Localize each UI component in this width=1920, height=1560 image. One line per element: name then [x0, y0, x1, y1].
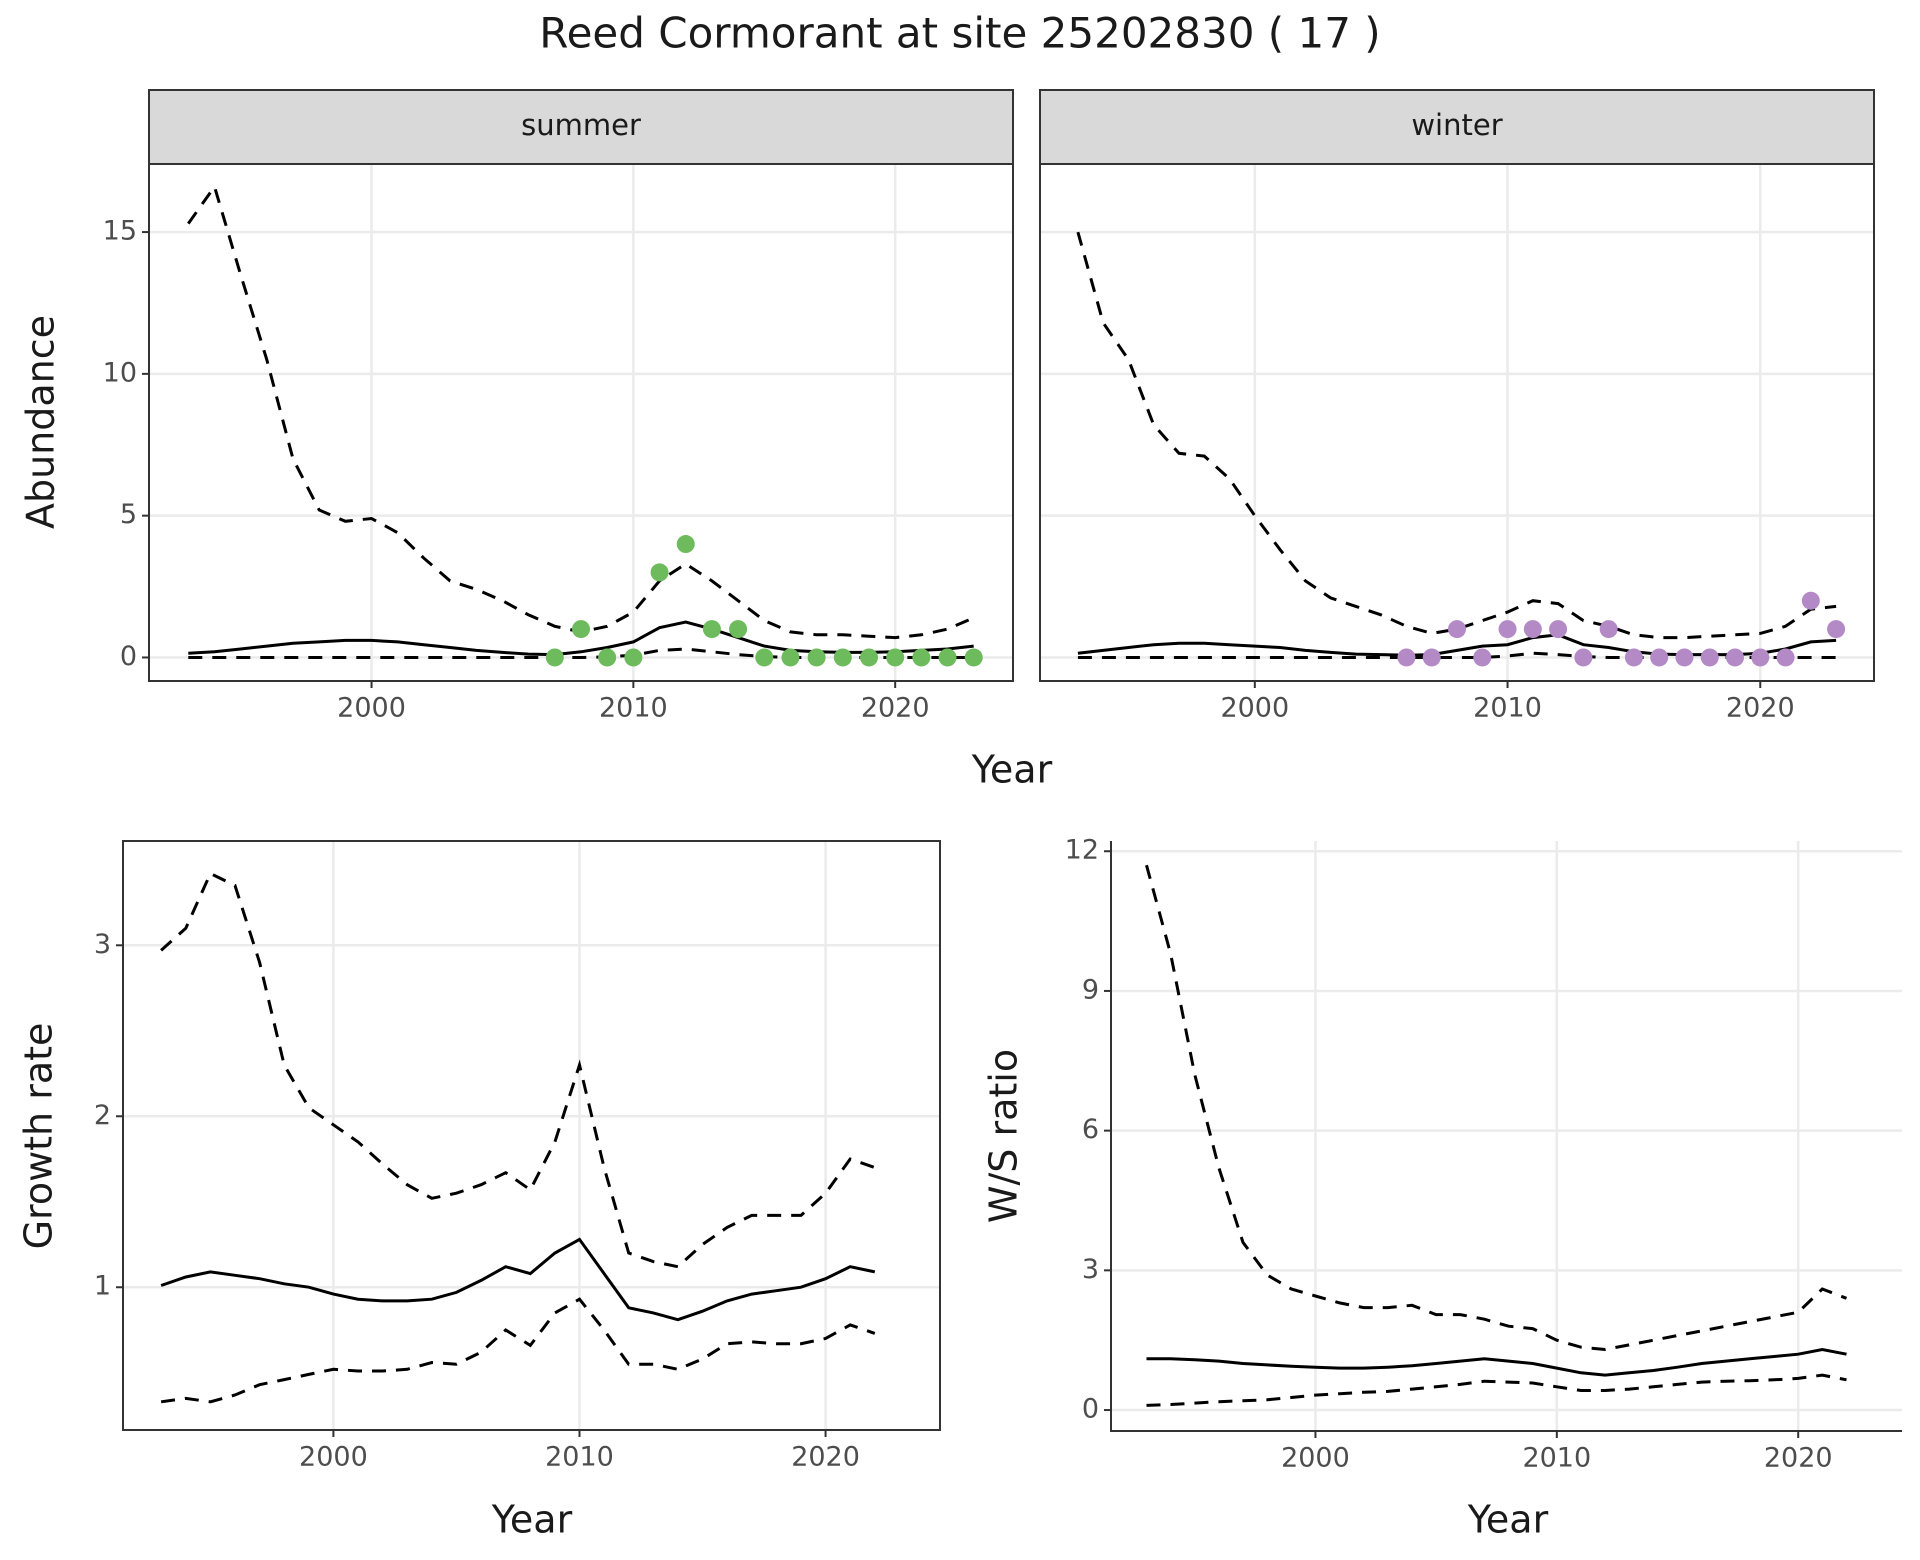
data-point: [729, 620, 748, 639]
trend-line: [160, 1237, 876, 1322]
x-tick-label: 2020: [1726, 693, 1795, 724]
data-point: [1751, 648, 1770, 667]
data-point: [1574, 648, 1593, 667]
strip-label: winter: [1411, 108, 1502, 142]
panel-background: [149, 164, 1013, 681]
y-tick-label: 1: [94, 1271, 111, 1302]
data-point: [1599, 620, 1618, 639]
panel-background: [1111, 841, 1902, 1431]
x-axis-title: Year: [1467, 1498, 1549, 1542]
data-point: [1422, 648, 1441, 667]
data-point: [598, 648, 617, 667]
y-tick-label: 5: [120, 499, 137, 530]
data-point: [860, 648, 878, 667]
data-point: [624, 648, 643, 667]
x-tick-label: 2020: [791, 1442, 860, 1473]
x-tick-label: 2020: [1764, 1443, 1833, 1474]
data-point: [1624, 648, 1643, 667]
strip-label: summer: [521, 108, 641, 142]
x-tick-label: 2000: [1220, 693, 1289, 724]
y-tick-label: 0: [1082, 1394, 1099, 1425]
y-tick-label: 3: [1082, 1254, 1099, 1285]
x-tick-label: 2010: [1522, 1443, 1591, 1474]
data-point: [1650, 648, 1669, 667]
data-point: [755, 648, 774, 667]
trend-line: [1146, 1347, 1847, 1377]
y-tick-label: 10: [103, 357, 137, 388]
data-point: [1498, 620, 1517, 639]
data-point: [572, 620, 590, 639]
data-point: [1801, 591, 1820, 610]
y-axis-title: W/S ratio: [982, 1049, 1026, 1223]
data-point: [676, 535, 695, 554]
data-point: [1675, 648, 1694, 667]
x-tick-label: 2010: [1473, 693, 1542, 724]
data-point: [833, 648, 852, 667]
data-point: [702, 620, 721, 639]
y-tick-label: 9: [1082, 974, 1099, 1005]
y-tick-label: 3: [94, 929, 111, 960]
y-axis-title: Abundance: [19, 315, 63, 529]
data-point: [1700, 648, 1719, 667]
panel-background: [123, 841, 940, 1430]
data-point: [886, 648, 905, 667]
y-tick-label: 12: [1065, 835, 1099, 866]
data-point: [1776, 648, 1795, 667]
panel-background: [1040, 164, 1874, 681]
panel-border: [122, 840, 941, 1431]
x-tick-label: 2000: [299, 1442, 368, 1473]
data-point: [1549, 620, 1568, 639]
interval-line: [160, 871, 876, 1269]
data-point: [1523, 620, 1542, 639]
x-tick-label: 2010: [599, 693, 668, 724]
data-point: [545, 648, 564, 667]
strip: [1039, 89, 1875, 165]
data-point: [964, 648, 983, 667]
y-axis-title: Growth rate: [17, 1023, 61, 1250]
x-axis-title: Year: [971, 748, 1053, 792]
strip: [148, 89, 1014, 165]
data-point: [912, 648, 931, 667]
chart-title: Reed Cormorant at site 25202830 ( 17 ): [539, 9, 1380, 58]
interval-line: [160, 1297, 876, 1404]
data-point: [650, 563, 669, 582]
y-tick-label: 6: [1082, 1114, 1099, 1145]
y-tick-label: 0: [120, 641, 137, 672]
data-point: [1397, 648, 1416, 667]
data-point: [1448, 620, 1466, 639]
y-tick-label: 15: [103, 216, 137, 247]
x-tick-label: 2020: [861, 693, 930, 724]
x-tick-label: 2010: [545, 1442, 614, 1473]
data-point: [1726, 648, 1744, 667]
axis-line: [1110, 841, 1902, 1432]
data-point: [1827, 620, 1846, 639]
x-axis-title: Year: [491, 1498, 573, 1542]
x-tick-label: 2000: [1281, 1443, 1350, 1474]
data-point: [807, 648, 826, 667]
data-point: [781, 648, 800, 667]
x-tick-label: 2000: [337, 693, 406, 724]
y-tick-label: 2: [94, 1100, 111, 1131]
interval-line: [1146, 1373, 1847, 1407]
interval-line: [1076, 231, 1837, 640]
data-point: [1473, 648, 1492, 667]
data-point: [938, 648, 957, 667]
